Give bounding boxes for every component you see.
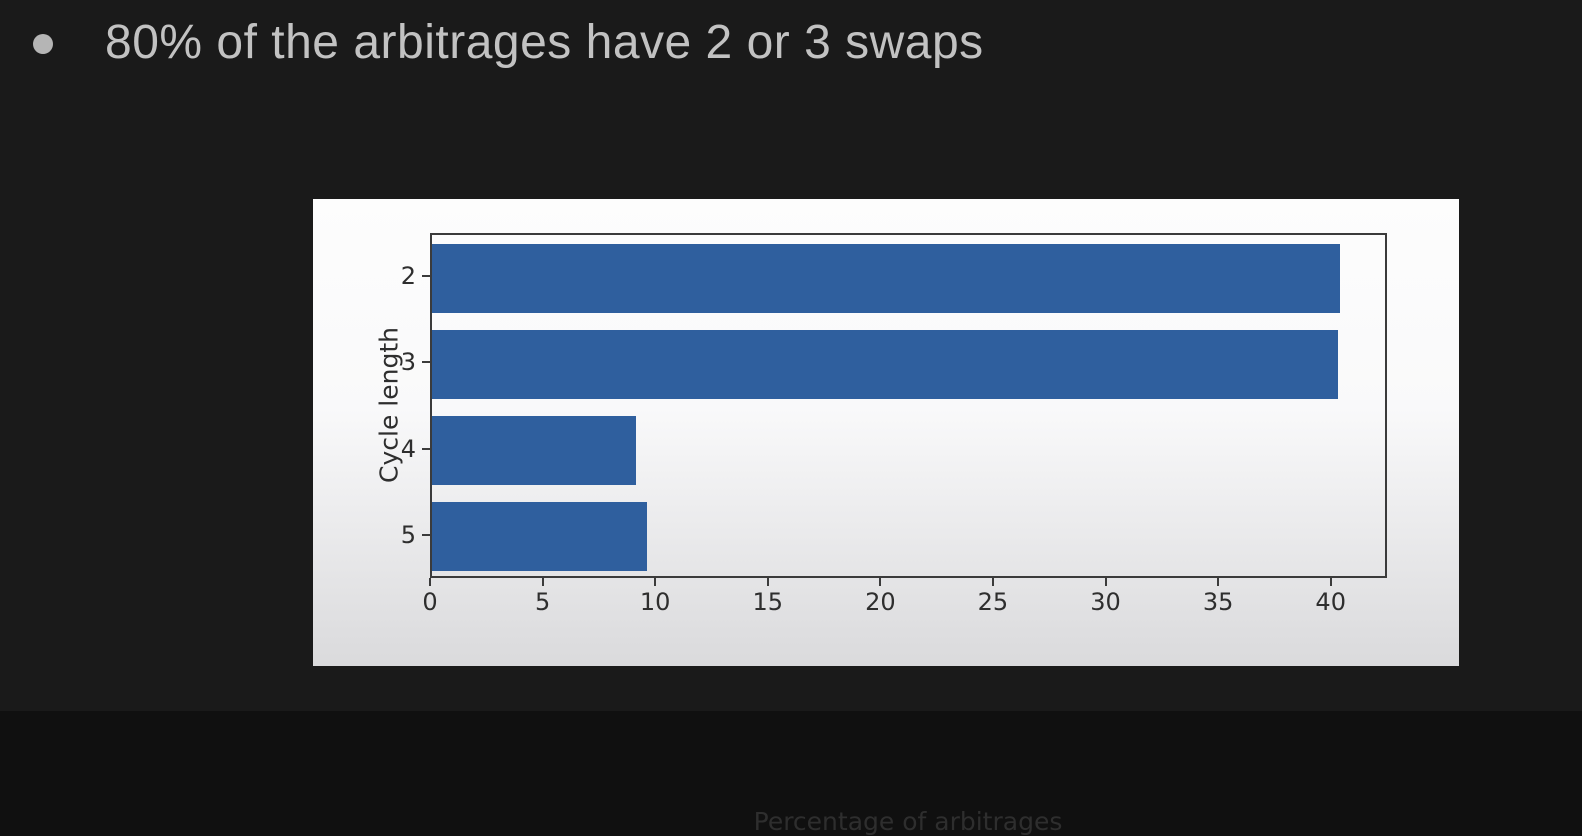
x-tick-label: 15 — [752, 588, 784, 616]
y-tick-label: 5 — [400, 520, 416, 549]
y-tick-mark — [422, 533, 430, 536]
x-tick-label: 5 — [534, 588, 551, 616]
x-tick-mark — [766, 578, 769, 586]
y-tick-label: 3 — [400, 348, 416, 377]
x-tick-label: 40 — [1315, 588, 1346, 616]
x-tick-mark — [1104, 578, 1107, 586]
x-tick-mark — [429, 578, 431, 586]
y-tick-label: 2 — [400, 262, 416, 291]
bars-container — [432, 235, 1385, 576]
bullet-item: 80% of the arbitrages have 2 or 3 swaps — [33, 12, 984, 74]
x-tick-label: 35 — [1202, 588, 1234, 616]
x-tick-mark — [654, 578, 657, 586]
bar-cycle-length-4 — [432, 416, 637, 486]
y-tick-mark — [422, 361, 430, 364]
x-tick-label: 20 — [865, 588, 896, 616]
x-tick-mark — [991, 578, 994, 586]
x-axis-label: Percentage of arbitrages — [753, 807, 1063, 836]
y-tick-mark — [422, 275, 430, 278]
plot-area — [430, 233, 1387, 578]
y-tick-mark — [422, 447, 430, 450]
bar-cycle-length-3 — [432, 329, 1338, 399]
x-tick-mark — [879, 578, 882, 586]
x-tick-label: 25 — [977, 588, 1009, 616]
x-tick-label: 0 — [422, 588, 438, 616]
x-tick-mark — [1329, 578, 1332, 586]
x-tick-mark — [541, 578, 544, 586]
presentation-slide: 80% of the arbitrages have 2 or 3 swaps … — [33, 12, 1459, 836]
bullet-point-icon — [33, 34, 53, 54]
bullet-text: 80% of the arbitrages have 2 or 3 swaps — [105, 16, 984, 69]
x-tick-label: 10 — [639, 588, 671, 616]
bar-cycle-length-5 — [432, 502, 648, 572]
bar-cycle-length-2 — [432, 243, 1341, 313]
x-tick-mark — [1217, 578, 1220, 586]
y-tick-label: 4 — [400, 434, 416, 463]
x-tick-label: 30 — [1090, 588, 1121, 616]
